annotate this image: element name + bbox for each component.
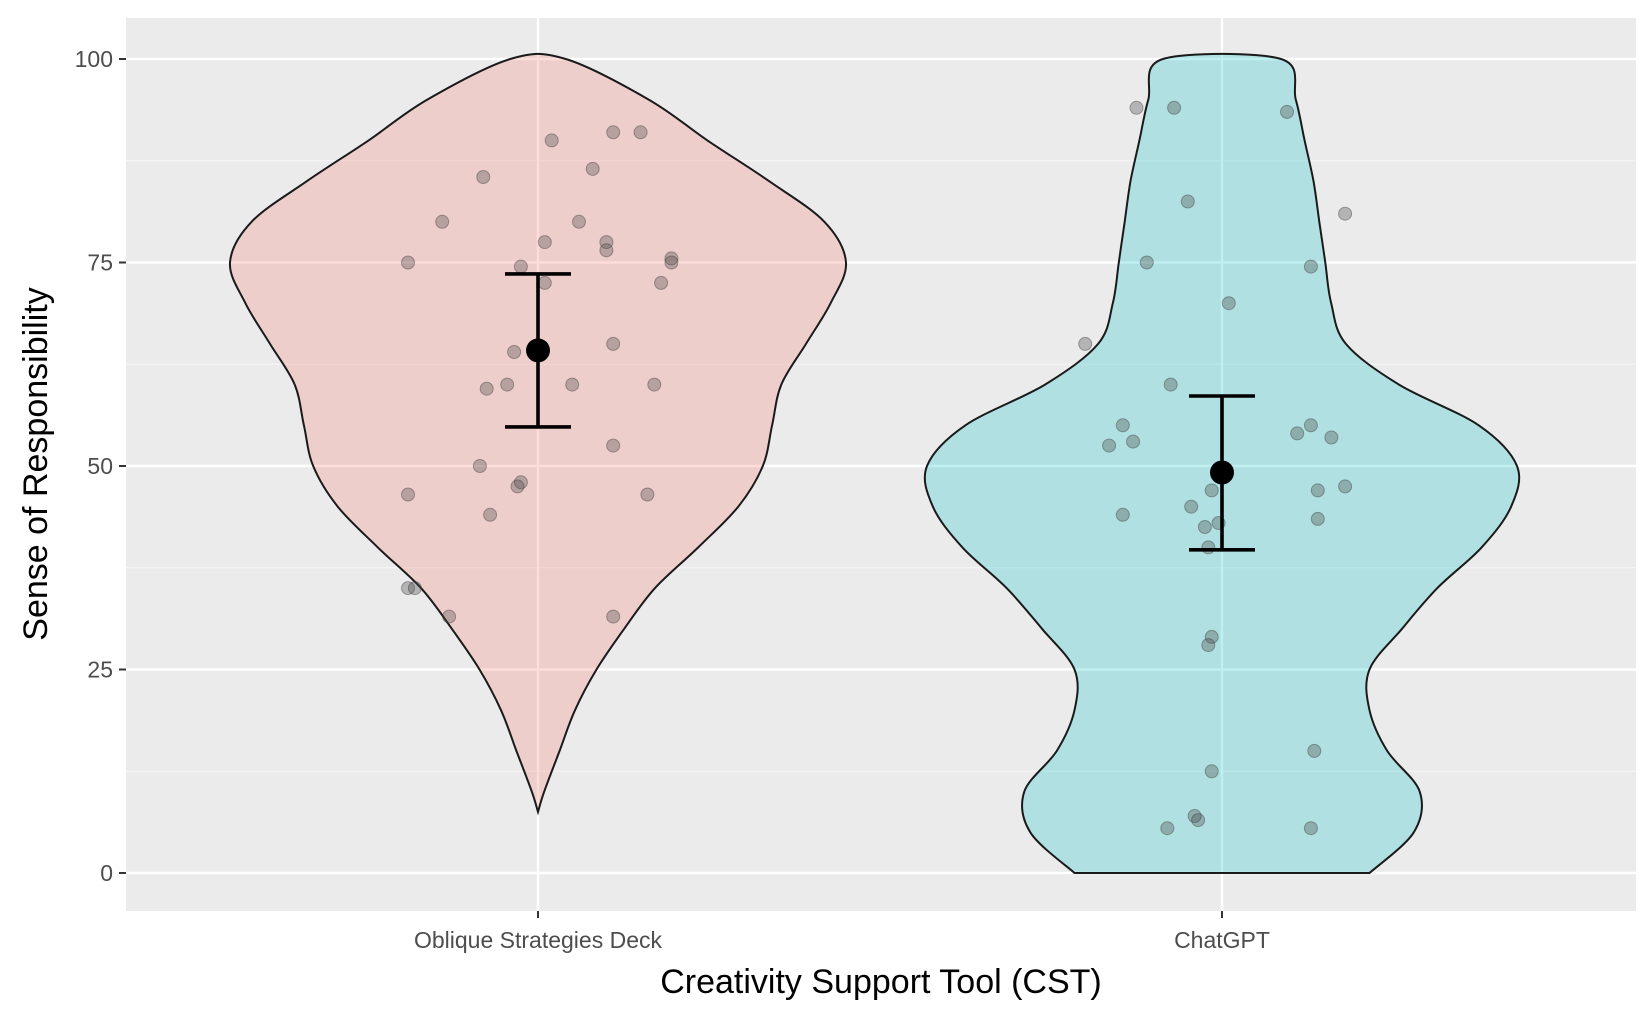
data-point — [565, 377, 580, 392]
data-point — [1303, 418, 1318, 433]
data-point — [1338, 479, 1353, 494]
data-point — [1303, 821, 1318, 836]
y-tick-label: 75 — [87, 250, 113, 276]
data-point — [1184, 499, 1199, 514]
data-point — [664, 251, 679, 266]
x-axis-title: Creativity Support Tool (CST) — [660, 963, 1102, 1001]
y-tick-label: 0 — [100, 860, 113, 886]
data-point — [1201, 638, 1216, 653]
data-point — [1115, 418, 1130, 433]
data-point — [544, 133, 559, 148]
data-point — [1160, 821, 1175, 836]
violin-0 — [228, 52, 848, 816]
x-tick-label: ChatGPT — [1174, 927, 1270, 953]
data-point — [1310, 483, 1325, 498]
data-point — [401, 581, 415, 596]
data-point — [1197, 520, 1212, 534]
data-point — [572, 214, 586, 229]
data-point — [472, 459, 487, 473]
data-point — [1115, 507, 1130, 522]
axis-layer: 0 25 50 75 100 Oblique Strategies Deck ChatGPT — [75, 46, 1270, 953]
data-point — [1204, 483, 1219, 498]
data-point — [599, 235, 614, 250]
data-point — [1204, 629, 1219, 644]
point-layer — [401, 100, 1353, 836]
data-point — [500, 377, 515, 392]
panel-background — [126, 18, 1636, 911]
data-point — [435, 214, 450, 229]
data-point — [1180, 194, 1195, 209]
data-point — [1290, 426, 1305, 441]
data-point — [407, 581, 422, 596]
data-point — [647, 377, 662, 392]
data-point — [606, 438, 621, 453]
data-point — [510, 479, 525, 494]
data-point — [633, 125, 648, 140]
data-point — [442, 609, 457, 624]
data-point — [640, 487, 655, 502]
data-point — [1187, 809, 1202, 823]
data-point — [513, 259, 528, 274]
data-point — [1221, 296, 1236, 311]
data-point — [606, 336, 621, 351]
data-point — [606, 125, 621, 140]
y-tick-label: 50 — [87, 453, 113, 479]
data-point — [1078, 336, 1093, 351]
data-point — [1139, 255, 1154, 270]
data-point — [664, 255, 679, 270]
data-point — [1303, 259, 1318, 274]
data-point — [1126, 434, 1141, 449]
data-point — [1310, 511, 1325, 526]
data-point — [1129, 100, 1144, 115]
data-point — [1191, 813, 1206, 828]
data-point — [599, 243, 614, 258]
mean-point — [1210, 460, 1234, 485]
data-point — [606, 609, 621, 624]
data-point — [537, 235, 552, 250]
data-point — [401, 255, 415, 270]
y-axis-title: Sense of Responsibility — [17, 287, 55, 640]
data-point — [483, 507, 498, 522]
y-tick-label: 100 — [75, 46, 113, 72]
data-point — [654, 275, 669, 290]
data-point — [537, 275, 552, 290]
x-tick-label: Oblique Strategies Deck — [414, 927, 663, 953]
data-point — [1102, 438, 1117, 453]
data-point — [401, 487, 415, 502]
data-point — [513, 475, 528, 490]
data-point — [476, 170, 491, 184]
y-tick-label: 25 — [87, 657, 113, 683]
data-point — [479, 381, 494, 396]
data-point — [1280, 104, 1294, 119]
data-point — [1338, 206, 1353, 221]
data-point — [1324, 430, 1339, 445]
mean-point — [526, 338, 550, 363]
summary-layer — [505, 272, 1255, 552]
data-point — [507, 345, 522, 359]
data-point — [1163, 377, 1178, 392]
data-point — [1201, 540, 1216, 555]
data-point — [1307, 743, 1322, 758]
data-point — [585, 161, 600, 176]
data-point — [1167, 100, 1182, 115]
data-point — [1204, 764, 1219, 779]
